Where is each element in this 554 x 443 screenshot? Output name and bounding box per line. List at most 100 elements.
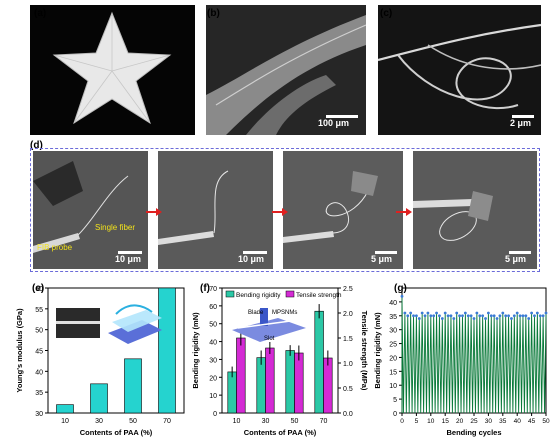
y-tick-label-e: 55 [35,307,43,314]
sem-fiber-loops-image [378,5,541,135]
y-tick-label-g: 35 [389,314,397,321]
x-tick-label-g: 45 [528,418,536,425]
y-tick-label-f: 0 [213,411,217,418]
bar-e [158,287,176,414]
scale-bar-b [326,115,358,118]
x-tick-label-g: 20 [456,418,464,425]
data-point-g [415,314,418,318]
inset-base [108,320,162,344]
data-point-g [535,311,539,315]
data-point-g [461,314,464,318]
data-point-g [527,317,531,320]
data-point-g [420,311,424,315]
y-axis-label-f: Bending rigidity (mN) [191,312,200,389]
bar-tensile-strength [294,352,304,414]
inset-label-slot: Slot [264,336,275,342]
y-tick-label-g: 0 [393,411,397,418]
cycle-trace [401,296,547,414]
data-point-g [518,314,522,318]
data-point-g [472,317,476,320]
y-tick-label-g: 10 [389,383,397,390]
x-axis-label-e: Contents of PAA (%) [80,428,153,437]
panel-label-g: (g) [394,283,407,294]
data-point-g [498,314,502,318]
y-tick-label-f: 70 [209,286,217,293]
data-point-g [463,311,467,315]
x-tick-label-g: 40 [514,418,522,425]
inset-fiber-arc [115,304,153,315]
scale-label-d2: 10 μm [238,254,265,264]
panel-label-b: (b) [207,8,220,19]
data-point-g [452,317,456,320]
y2-tick-label-f: 1.5 [343,336,353,343]
data-point-g [417,317,421,320]
panel-label-e: (e) [32,283,45,294]
legend-label-bending: Bending rigidity [236,292,281,299]
bar-bending-rigidity [227,371,237,414]
data-point-g [521,314,525,318]
legend-swatch-bending [225,290,235,298]
data-point-g [475,311,479,315]
y-tick-label-g: 40 [389,300,397,307]
panel-a [30,5,195,135]
inset-fiber-image [56,308,100,338]
data-point-g [423,314,427,318]
x-tick-label-f: 50 [291,418,299,425]
fib-frame-3-image [283,151,403,269]
data-point-g [435,311,438,315]
data-point-g [403,311,407,315]
data-point-g [484,317,487,320]
panel-label-f: (f) [200,283,210,294]
data-point-g [443,311,447,315]
data-point-g [541,314,545,318]
y-tick-label-f: 30 [209,357,217,364]
scale-bar-d2 [243,251,267,254]
annotation-fib-probe: FIB probe [37,243,73,252]
data-point-g [449,314,453,318]
x-tick-label-e: 10 [61,418,69,425]
x-tick-label-e: 50 [129,418,137,425]
scale-label-c: 2 μm [510,118,532,128]
y-tick-label-f: 20 [209,375,217,382]
fib-frame-1-image [33,151,148,269]
legend-swatch-tensile [285,290,295,298]
x-tick-label-g: 5 [415,418,419,425]
scale-bar-c [512,115,534,118]
y-tick-label-g: 20 [389,355,397,362]
y-tick-label-e: 60 [35,286,43,293]
plot-frame-f [221,287,339,414]
data-point-g [426,311,430,315]
panel-d-frame-3: 5 μm [283,151,403,269]
data-point-g [507,314,510,318]
scale-label-d3: 5 μm [371,254,393,264]
y-tick-label-e: 40 [35,369,43,376]
y-tick-label-f: 60 [209,304,217,311]
scale-label-d4: 5 μm [505,254,527,264]
fib-frame-4-image [413,151,537,269]
bar-bending-rigidity [285,350,295,414]
data-point-g [512,314,516,318]
panel-label-d: (d) [30,140,43,151]
bar-tensile-strength [265,347,275,414]
scale-bar-d4 [509,251,531,254]
data-point-g [429,314,433,318]
data-point-g [466,314,470,318]
data-point-g [492,314,496,318]
data-point-g [400,294,404,298]
chart-e: 30 35 40 45 50 55 60 10 30 50 70 Contents of PAA (%… [15,286,185,437]
data-point-g [409,311,413,315]
data-point-g [458,314,461,318]
scale-label-b: 100 μm [318,118,350,128]
data-point-g [544,311,548,315]
y-tick-label-g: 15 [389,369,397,376]
x-tick-label-e: 30 [95,418,103,425]
y-tick-label-f: 40 [209,340,217,347]
x-tick-label-f: 70 [320,418,328,425]
y-tick-label-g: 30 [389,328,397,335]
x-tick-label-g: 30 [485,418,493,425]
x-tick-label-e: 70 [163,418,171,425]
bar-e [56,404,74,414]
y-tick-label-e: 45 [35,349,43,356]
fib-frame-2-image [158,151,273,269]
panel-d-frame-1: FIB probe Single fiber 10 μm [33,151,148,269]
